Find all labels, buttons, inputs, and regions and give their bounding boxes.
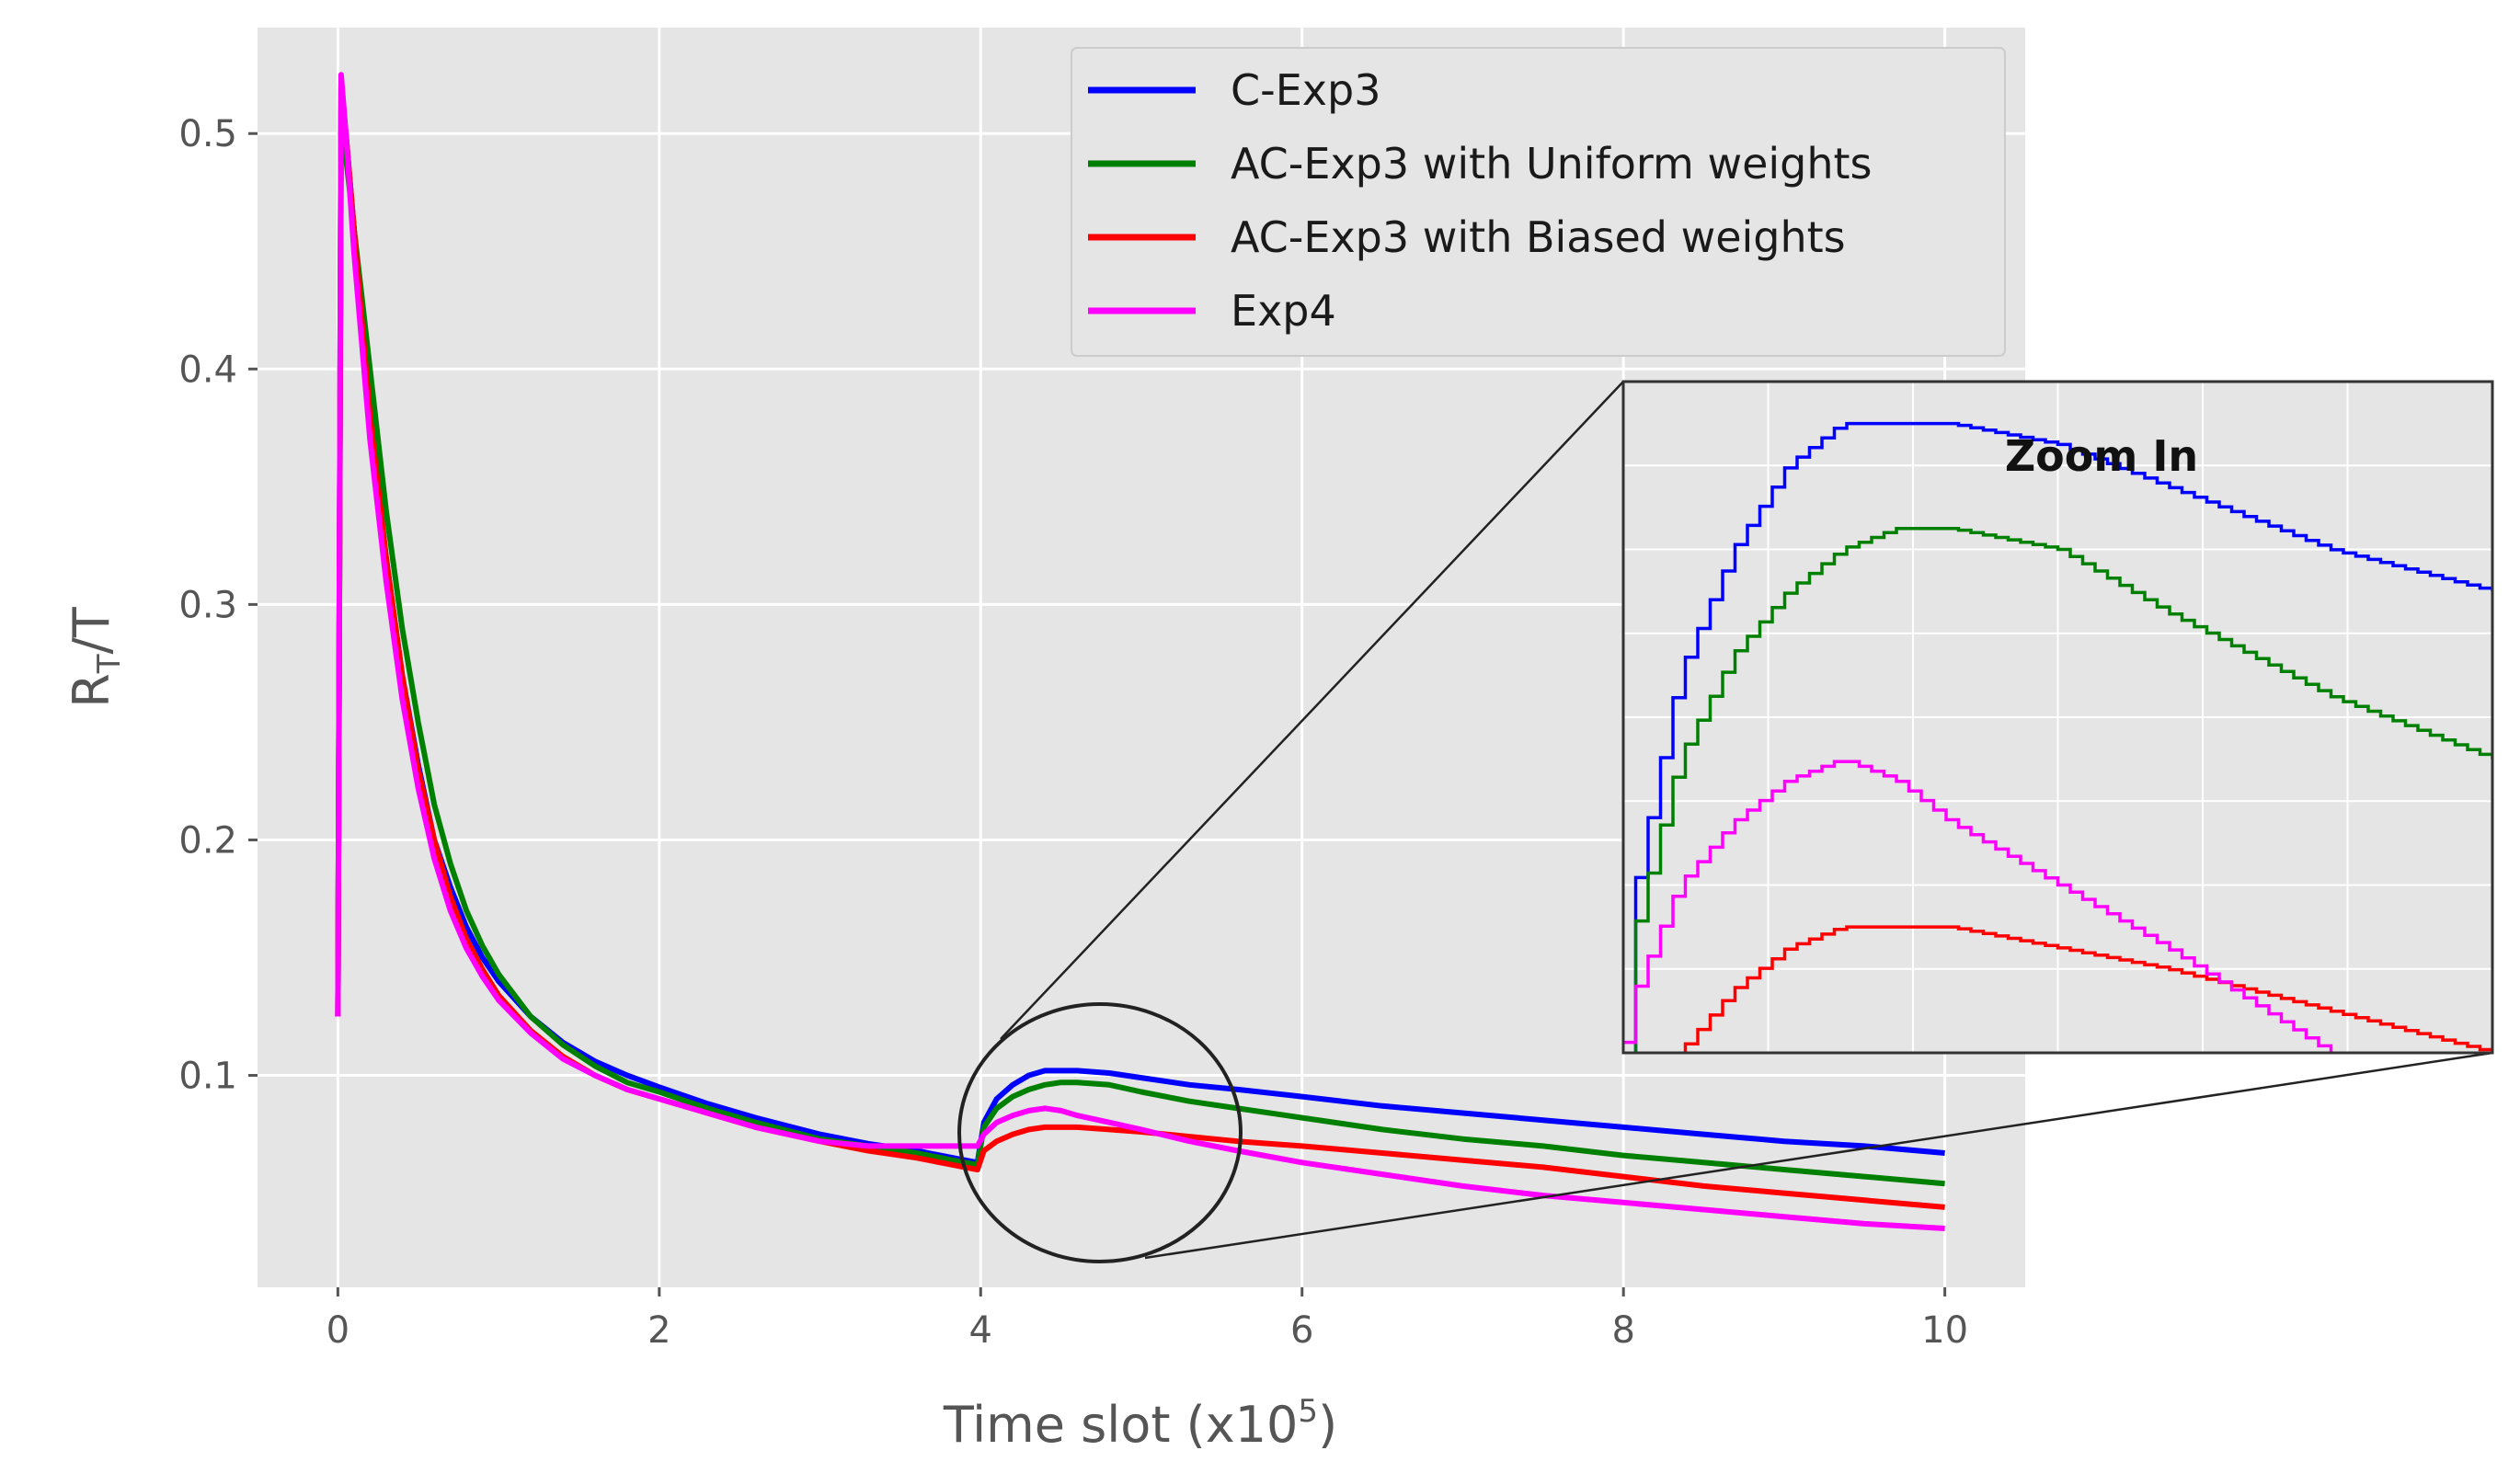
legend-label-c-exp3: C-Exp3 <box>1231 65 1380 115</box>
legend: C-Exp3 AC-Exp3 with Uniform weights AC-Exp… <box>1071 47 2006 357</box>
zoom-connector-bottom <box>1144 1051 2493 1260</box>
y-tick-label: 0.3 <box>178 584 237 626</box>
inset-line-ac-exp3-with-biased-weights <box>1683 925 2492 1053</box>
legend-label-exp4: Exp4 <box>1231 286 1336 336</box>
legend-label-ac-exp3-with-uniform-weights: AC-Exp3 with Uniform weights <box>1231 139 1873 188</box>
inset-line-c-exp3 <box>1633 421 2492 1053</box>
y-tick-label: 0.1 <box>178 1056 237 1098</box>
inset-title: Zoom In <box>2005 431 2198 481</box>
inset-series-lines <box>1623 421 2492 1053</box>
inset-line-exp4 <box>1623 760 2345 1053</box>
x-axis-title: Time slot (x105) <box>943 1393 1337 1454</box>
inset-line-ac-exp3-with-uniform-weights <box>1633 526 2492 1053</box>
series-line-ac-exp3-with-uniform-weights <box>335 131 1945 1187</box>
x-tick-label: 0 <box>326 1309 349 1352</box>
x-tick-label: 8 <box>1611 1309 1634 1352</box>
x-axis-ticks: 0 2 4 6 8 10 <box>326 1287 1968 1352</box>
y-axis-ticks: 0.1 0.2 0.3 0.4 0.5 <box>178 113 258 1098</box>
legend-box <box>1071 47 2006 357</box>
x-tick-label: 4 <box>969 1309 992 1352</box>
zoom-inset: Zoom In <box>1621 380 2494 1055</box>
y-axis-title: RT/T <box>63 606 128 708</box>
series-line-ac-exp3-with-biased-weights <box>335 107 1945 1210</box>
zoom-region-circle <box>957 1002 1243 1263</box>
legend-label-ac-exp3-with-biased-weights: AC-Exp3 with Biased weights <box>1231 212 1846 262</box>
zoom-connector-top <box>1000 381 1624 1040</box>
y-tick-label: 0.2 <box>178 819 237 862</box>
series-line-exp4 <box>335 72 1945 1231</box>
series-lines <box>335 72 1945 1231</box>
x-tick-label: 2 <box>647 1309 670 1352</box>
x-tick-label: 10 <box>1921 1309 1968 1352</box>
inset-frame <box>1621 380 2494 1055</box>
x-tick-label: 6 <box>1290 1309 1313 1352</box>
y-tick-label: 0.5 <box>178 113 237 155</box>
y-tick-label: 0.4 <box>178 348 237 391</box>
